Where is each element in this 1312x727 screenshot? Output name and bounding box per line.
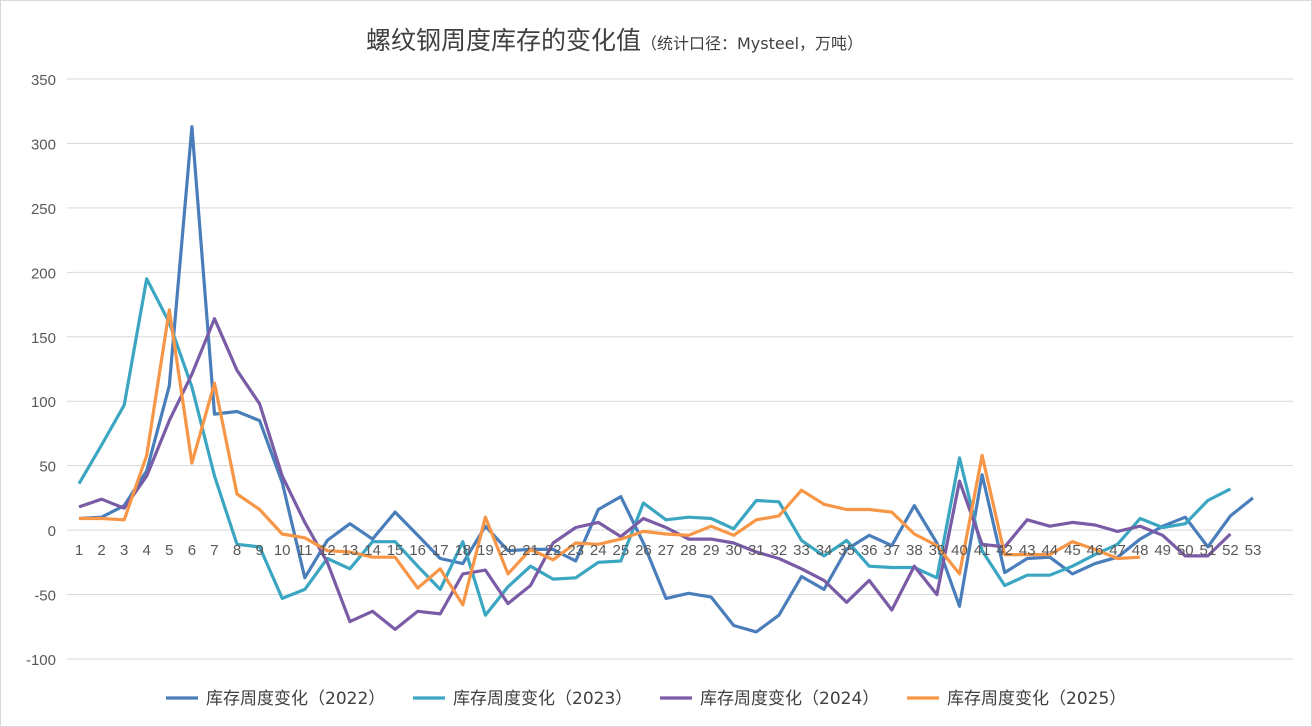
legend-label: 库存周度变化（2025） [947,689,1126,709]
x-tick-label: 24 [590,542,607,559]
x-tick-label: 19 [477,542,494,559]
x-tick-label: 6 [188,542,196,559]
x-tick-label: 7 [210,542,218,559]
x-tick-label: 10 [274,542,291,559]
chart-subtitle: （统计口径：Mysteel，万吨） [641,34,863,53]
x-tick-label: 37 [883,542,900,559]
y-tick-label: 300 [31,136,56,153]
x-tick-label: 47 [1109,542,1126,559]
x-tick-label: 38 [906,542,923,559]
y-axis-ticks: 350 300 250 200 150 100 50 0 -50 -100 [26,72,56,669]
x-tick-label: 43 [1019,542,1036,559]
x-tick-label: 16 [409,542,426,559]
x-tick-label: 31 [748,542,765,559]
x-tick-label: 29 [703,542,720,559]
x-tick-label: 46 [1087,542,1104,559]
x-tick-label: 41 [974,542,991,559]
y-tick-label: -100 [26,652,56,669]
legend-item: 库存周度变化（2022） [166,689,385,709]
x-tick-label: 28 [680,542,697,559]
x-tick-label: 44 [1041,542,1058,559]
x-tick-label: 1 [75,542,83,559]
chart-title: 螺纹钢周度库存的变化值 [366,26,641,55]
legend-item: 库存周度变化（2024） [660,689,879,709]
series-line-2024 [78,317,1232,631]
legend-label: 库存周度变化（2024） [700,689,879,709]
x-tick-label: 17 [432,542,449,559]
y-tick-label: 50 [39,459,56,476]
x-tick-label: 2 [97,542,105,559]
x-tick-label: 36 [861,542,878,559]
x-tick-label: 5 [165,542,173,559]
y-tick-label: 0 [48,523,56,540]
x-tick-label: 21 [522,542,539,559]
x-tick-label: 27 [658,542,675,559]
x-axis-ticks: 1 2 3 4 5 6 7 8 9 10 11 12 13 14 15 16 17 18 19 20 21 22 23 24 2… [75,542,1262,559]
x-tick-label: 30 [725,542,742,559]
x-tick-label: 12 [319,542,336,559]
x-tick-label: 20 [500,542,517,559]
x-tick-label: 25 [613,542,630,559]
x-tick-label: 53 [1245,542,1262,559]
legend-label: 库存周度变化（2022） [206,689,385,709]
legend-item: 库存周度变化（2023） [413,689,632,709]
x-tick-label: 14 [364,542,381,559]
x-tick-label: 35 [838,542,855,559]
x-tick-label: 40 [951,542,968,559]
legend: 库存周度变化（2022） 库存周度变化（2023） 库存周度变化（2024） 库存周度… [166,689,1126,709]
x-tick-label: 33 [793,542,810,559]
legend-label: 库存周度变化（2023） [453,689,632,709]
y-tick-label: -50 [34,588,56,605]
x-tick-label: 4 [143,542,151,559]
x-tick-label: 49 [1154,542,1171,559]
x-tick-label: 34 [816,542,833,559]
x-tick-label: 48 [1132,542,1149,559]
x-tick-label: 8 [233,542,241,559]
x-tick-label: 39 [929,542,946,559]
x-tick-label: 52 [1222,542,1239,559]
x-tick-label: 3 [120,542,128,559]
y-tick-label: 100 [31,394,56,411]
x-tick-label: 32 [771,542,788,559]
x-tick-label: 18 [454,542,471,559]
x-tick-label: 26 [635,542,652,559]
x-tick-label: 13 [342,542,359,559]
x-tick-label: 42 [996,542,1013,559]
x-tick-label: 9 [255,542,263,559]
gridlines [67,78,1293,660]
y-tick-label: 200 [31,265,56,282]
x-tick-label: 22 [545,542,562,559]
y-tick-label: 150 [31,330,56,347]
series-lines [77,125,1254,634]
y-tick-label: 250 [31,201,56,218]
x-tick-label: 23 [567,542,584,559]
series-line-2025 [79,308,1141,607]
series-line-2023 [77,277,1232,617]
y-tick-label: 350 [31,72,56,89]
legend-item: 库存周度变化（2025） [907,689,1126,709]
x-tick-label: 50 [1177,542,1194,559]
x-tick-label: 51 [1200,542,1217,559]
x-tick-label: 11 [297,542,313,559]
x-tick-label: 45 [1064,542,1081,559]
x-tick-label: 15 [387,542,404,559]
